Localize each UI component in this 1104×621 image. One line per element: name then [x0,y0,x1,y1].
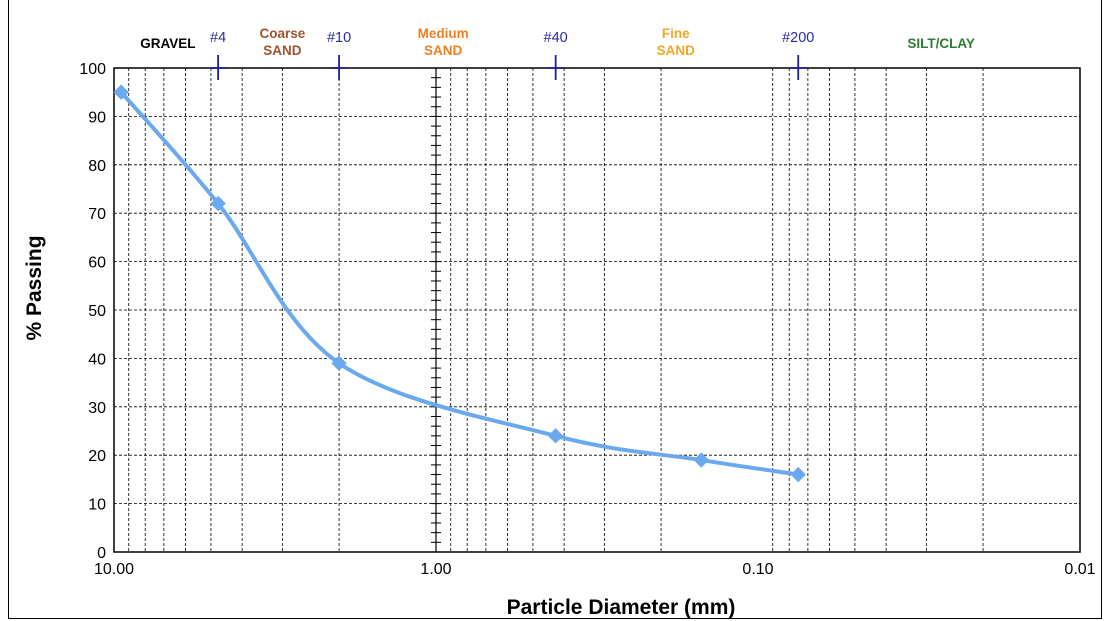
y-axis-title: % Passing [23,235,46,340]
x-tick-label: 0.10 [742,561,773,578]
y-tick-label: 10 [88,497,106,514]
data-point [693,452,710,468]
x-axis-title: Particle Diameter (mm) [507,596,736,619]
y-tick-label: 20 [88,448,106,465]
zone-label: SILT/CLAY [907,36,975,51]
y-tick-label: 0 [97,545,106,562]
y-tick-label: 80 [88,158,106,175]
series [113,84,806,483]
y-tick-label: 70 [88,206,106,223]
sieve-label: #200 [782,30,814,46]
x-tick-label: 1.00 [420,561,451,578]
zone-label: Coarse [259,26,305,41]
y-tick-label: 60 [88,255,106,272]
zone-label: GRAVEL [140,36,195,51]
axes: 0 10 20 30 40 50 60 70 80 90 100 10.00 1.00 0.10 0.01 [79,61,1095,578]
y-tick-label: 100 [79,61,106,78]
y-tick-label: 50 [88,303,106,320]
y-tick-label: 90 [88,109,106,126]
sieve-label: #10 [327,30,351,46]
zone-label: SAND [263,43,302,58]
grid [114,67,1080,553]
x-tick-label: 0.01 [1064,561,1095,578]
zone-label: Medium [418,26,469,41]
zone-label: Fine [662,26,690,41]
data-point [331,355,347,371]
zone-label: SAND [424,43,463,58]
sieve-label: #4 [210,30,226,46]
zone-labels: #4 #10 #40 #200 GRAVEL Coarse SAND Medium SAND Fi… [140,26,975,80]
data-point [113,84,129,100]
data-point [210,195,226,212]
data-point [547,428,564,444]
y-tick-label: 30 [88,400,106,417]
data-point [790,466,806,483]
plot-border [113,67,1081,553]
y-tick-label: 40 [88,351,106,368]
x-tick-label: 10.00 [94,561,134,578]
zone-label: SAND [657,43,696,58]
sieve-label: #40 [544,30,568,46]
